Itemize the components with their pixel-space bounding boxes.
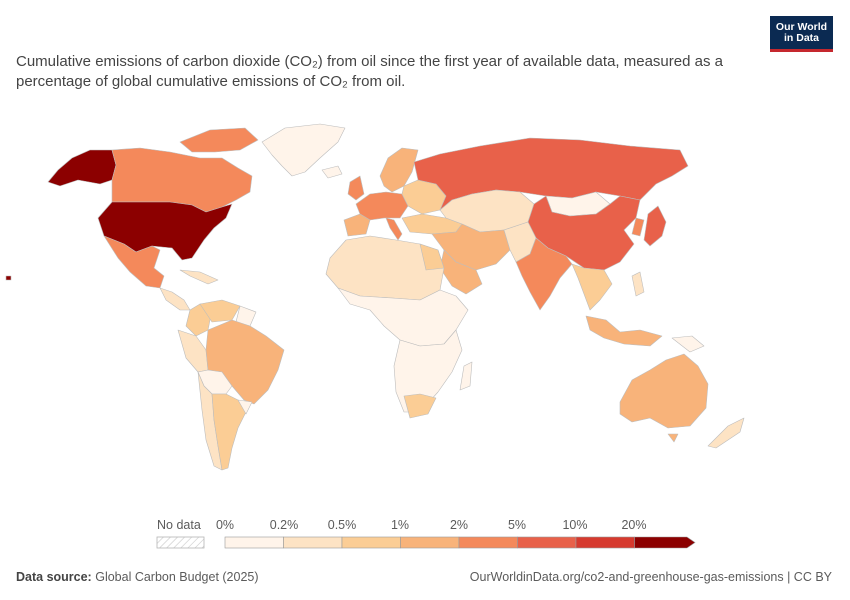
region-korea[interactable]: [631, 217, 645, 237]
logo-line-1: Our World: [775, 20, 828, 33]
region-peru[interactable]: [177, 329, 209, 373]
region-uk[interactable]: [347, 175, 365, 201]
legend-no-data-label: No data: [157, 518, 201, 532]
logo-line-2: in Data: [783, 31, 819, 44]
region-italy[interactable]: [385, 217, 403, 241]
legend-label-3: 1%: [390, 518, 410, 532]
chart-title: Cumulative emissions of carbon dioxide (…: [16, 53, 723, 90]
region-iceland[interactable]: [321, 165, 343, 179]
region-alaska[interactable]: [47, 149, 117, 187]
region-tasmania[interactable]: [667, 433, 679, 443]
region-venezuela[interactable]: [199, 299, 241, 323]
region-png[interactable]: [671, 335, 705, 353]
region-iberia[interactable]: [343, 213, 371, 237]
owid-logo[interactable]: Our World in Data: [770, 16, 833, 52]
region-caribbean[interactable]: [179, 269, 219, 285]
legend-label-2: 0.5%: [327, 518, 357, 532]
data-source-link[interactable]: Global Carbon Budget (2025): [95, 570, 259, 584]
region-indonesia[interactable]: [585, 315, 663, 347]
region-india[interactable]: [515, 237, 573, 311]
region-western-europe[interactable]: [355, 191, 409, 221]
region-uruguay[interactable]: [237, 399, 253, 415]
region-southeast-asia[interactable]: [571, 263, 613, 311]
region-egypt[interactable]: [419, 243, 445, 271]
legend-label-7: 20%: [621, 518, 647, 532]
region-central-america[interactable]: [159, 287, 191, 311]
region-greenland[interactable]: [261, 123, 346, 177]
legend-label-5: 5%: [507, 518, 527, 532]
footer-url[interactable]: OurWorldinData.org/co2-and-greenhouse-ga…: [469, 570, 832, 584]
region-madagascar[interactable]: [459, 361, 473, 391]
region-philippines[interactable]: [631, 271, 645, 297]
legend-label-0: 0%: [215, 518, 235, 532]
region-new-zealand[interactable]: [707, 417, 745, 449]
region-australia[interactable]: [619, 353, 709, 429]
region-southern-africa[interactable]: [393, 329, 463, 413]
data-source: Data source: Global Carbon Budget (2025): [16, 570, 259, 584]
legend-label-1: 0.2%: [269, 518, 299, 532]
legend-label-6: 10%: [562, 518, 588, 532]
region-canada[interactable]: [111, 147, 253, 213]
region-south-africa[interactable]: [403, 393, 437, 419]
region-canada-arctic[interactable]: [179, 127, 259, 153]
region-hawaii[interactable]: [5, 275, 12, 281]
region-scandinavia[interactable]: [379, 147, 419, 193]
region-japan[interactable]: [643, 205, 667, 247]
region-argentina[interactable]: [211, 393, 247, 471]
legend-label-4: 2%: [449, 518, 469, 532]
region-mexico[interactable]: [103, 235, 165, 289]
data-source-label: Data source:: [16, 570, 92, 584]
